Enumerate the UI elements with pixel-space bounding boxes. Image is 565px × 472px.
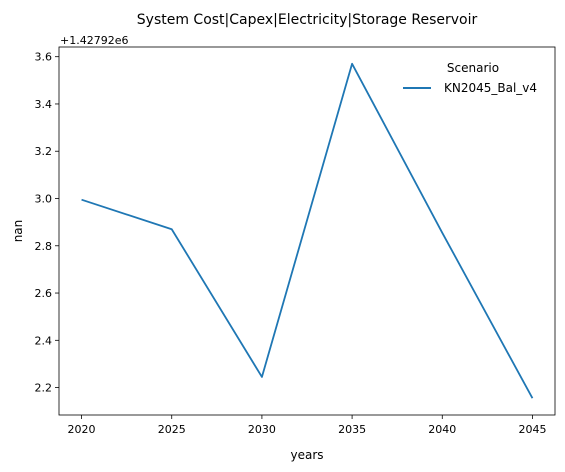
chart-title: System Cost|Capex|Electricity|Storage Re…	[137, 12, 478, 28]
legend-title: Scenario	[447, 61, 499, 75]
x-tick-label: 2040	[428, 423, 456, 436]
x-tick-label: 2030	[248, 423, 276, 436]
series-layer	[81, 62, 534, 399]
y-axis-label: nan	[11, 220, 25, 243]
y-axis: 2.2 2.4 2.6 2.8 3.0 3.2 3.4 3.6	[35, 51, 59, 395]
y-tick-label: 3.6	[35, 51, 53, 64]
y-offset-label: +1.42792e6	[60, 34, 128, 47]
x-tick-label: 2020	[68, 423, 96, 436]
y-tick-label: 2.8	[35, 240, 53, 253]
x-tick-label: 2045	[518, 423, 546, 436]
x-axis-label: years	[290, 448, 323, 462]
y-tick-label: 2.6	[35, 287, 53, 300]
x-axis: 2020 2025 2030 2035 2040 2045	[68, 415, 546, 436]
series-line	[81, 62, 534, 399]
x-tick-label: 2025	[158, 423, 186, 436]
legend-entry-label: KN2045_Bal_v4	[444, 81, 537, 95]
y-tick-label: 2.4	[35, 334, 53, 347]
plot-area	[58, 46, 556, 416]
y-tick-label: 2.2	[35, 382, 53, 395]
legend: Scenario KN2045_Bal_v4	[403, 61, 537, 95]
y-tick-label: 3.2	[35, 145, 53, 158]
y-tick-label: 3.4	[35, 98, 53, 111]
y-tick-label: 3.0	[35, 193, 53, 206]
x-tick-label: 2035	[338, 423, 366, 436]
